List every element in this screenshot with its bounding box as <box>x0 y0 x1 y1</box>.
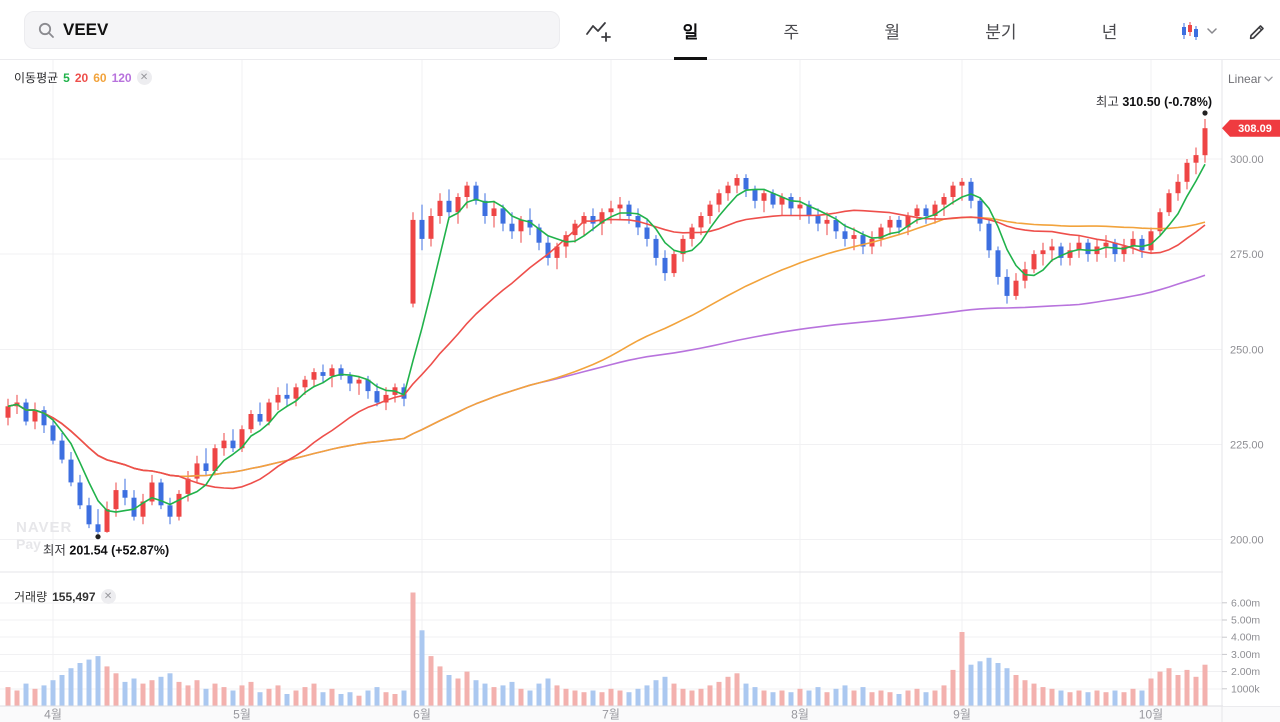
price-axis-label: 275.00 <box>1230 249 1264 261</box>
volume-legend: 거래량 155,497 ✕ <box>14 588 116 605</box>
volume-legend-title: 거래량 <box>14 590 48 604</box>
volume-axis-label: 3.00m <box>1231 649 1260 661</box>
low-point-dot <box>95 534 101 540</box>
x-axis-label: 5월 <box>233 708 251 722</box>
current-price-value: 308.09 <box>1238 123 1272 135</box>
x-axis-label: 10월 <box>1139 708 1163 722</box>
volume-axis-label: 5.00m <box>1231 615 1260 627</box>
ma-legend-close-icon[interactable]: ✕ <box>136 70 152 85</box>
volume-axis-label: 4.00m <box>1231 632 1260 644</box>
x-axis-label: 9월 <box>953 708 971 722</box>
price-axis-label: 225.00 <box>1230 439 1264 451</box>
scale-label: Linear <box>1228 72 1262 86</box>
ma-5-line <box>7 163 1206 513</box>
ma-5-label: 5 <box>63 70 70 85</box>
price-volume-chart[interactable]: 300.00 275.00 250.00 225.00 200.00 6.00m 5.00m… <box>0 60 1280 722</box>
price-axis-label: 250.00 <box>1230 344 1264 356</box>
volume-axis-label: 6.00m <box>1231 597 1260 609</box>
tab-year[interactable]: 년 <box>1101 22 1118 42</box>
x-axis-label: 7월 <box>602 708 620 722</box>
ma-60-label: 60 <box>93 70 107 85</box>
scale-selector[interactable]: Linear <box>1228 72 1274 86</box>
chart-area: NAVER Pay 300.00 275.00 250.00 225.00 200.00… <box>0 60 1280 722</box>
volume-axis-label: 2.00m <box>1231 666 1260 678</box>
x-axis-label: 8월 <box>791 708 809 722</box>
toolbar: 일 주 월 분기 년 <box>0 0 1280 60</box>
volume-axis-label: 1000k <box>1231 683 1260 695</box>
ma-120-line <box>7 274 1206 478</box>
tab-week[interactable]: 주 <box>783 22 800 42</box>
search-input[interactable] <box>63 20 547 40</box>
current-price-badge <box>1222 119 1280 137</box>
price-axis-label: 200.00 <box>1230 535 1264 547</box>
ma-60-line <box>7 216 1206 478</box>
indicator-add-icon[interactable] <box>584 17 612 45</box>
x-axis-label: 6월 <box>413 708 431 722</box>
ma-20-label: 20 <box>74 70 89 85</box>
tab-day[interactable]: 일 <box>673 0 708 60</box>
volume-legend-value: 155,497 <box>52 589 96 604</box>
search-icon <box>38 22 54 38</box>
ma-120-label: 120 <box>111 70 132 85</box>
tab-quarter[interactable]: 분기 <box>985 22 1017 42</box>
pencil-icon[interactable] <box>1244 17 1272 45</box>
tab-month[interactable]: 월 <box>884 22 900 42</box>
chevron-down-icon[interactable] <box>1204 17 1220 45</box>
high-point-dot <box>1202 110 1208 116</box>
stock-search[interactable] <box>24 11 560 49</box>
high-annotation: 최고 310.50 (-0.78%) <box>1096 95 1212 109</box>
x-axis-label: 4월 <box>44 708 62 722</box>
volume-legend-close-icon[interactable]: ✕ <box>100 589 116 604</box>
low-annotation: 최저 201.54 (+52.87%) <box>43 544 169 558</box>
candlestick-chart-type-icon[interactable] <box>1176 17 1204 45</box>
period-tabs: 일 주 월 분기 년 <box>640 0 1160 60</box>
ma-legend-title: 이동평균 <box>14 71 59 85</box>
chevron-down-icon <box>1264 76 1274 82</box>
price-axis-label: 300.00 <box>1230 154 1264 166</box>
ma-legend: 이동평균 5 20 60 120 ✕ <box>14 69 152 86</box>
